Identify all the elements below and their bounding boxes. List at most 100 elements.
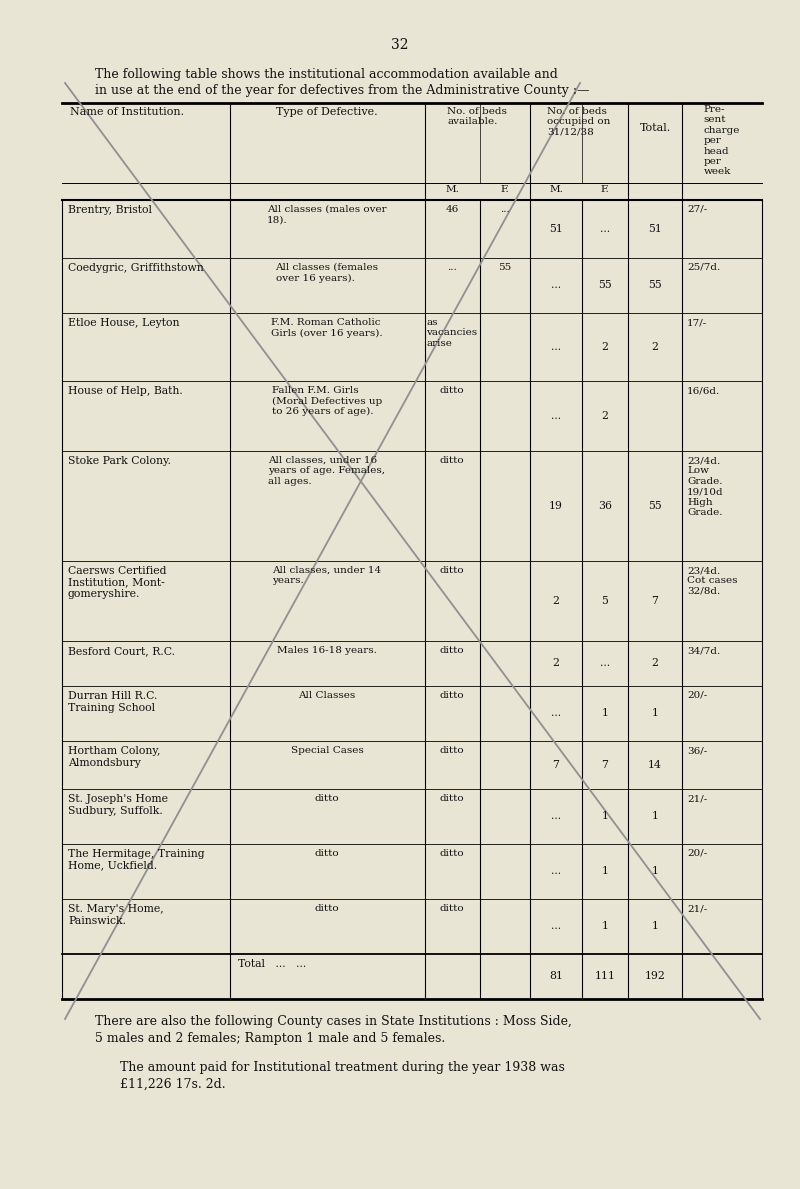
Text: £11,226 17s. 2d.: £11,226 17s. 2d. [120,1078,226,1092]
Text: ditto: ditto [314,904,339,913]
Text: Name of Institution.: Name of Institution. [70,107,184,117]
Text: 2: 2 [553,596,559,606]
Text: 7: 7 [602,760,609,770]
Text: 1: 1 [602,811,609,820]
Text: ...: ... [600,658,610,668]
Text: ...: ... [551,342,561,352]
Text: 51: 51 [648,224,662,234]
Text: Special Cases: Special Cases [290,746,363,755]
Text: 55: 55 [648,279,662,290]
Text: Hortham Colony,
Almondsbury: Hortham Colony, Almondsbury [68,746,161,768]
Text: Etloe House, Leyton: Etloe House, Leyton [68,317,179,328]
Text: ditto: ditto [440,904,464,913]
Text: ...: ... [551,279,561,290]
Text: All classes (females
over 16 years).: All classes (females over 16 years). [275,263,378,283]
Text: There are also the following County cases in State Institutions : Moss Side,: There are also the following County case… [95,1015,572,1028]
Text: 21/-: 21/- [687,794,707,803]
Text: Besford Court, R.C.: Besford Court, R.C. [68,646,175,656]
Text: 7: 7 [651,596,658,606]
Text: 55: 55 [598,279,612,290]
Text: 16/6d.: 16/6d. [687,386,720,395]
Text: ditto: ditto [440,386,464,395]
Text: All Classes: All Classes [298,691,356,700]
Text: 2: 2 [651,658,658,668]
Text: 5 males and 2 females; Rampton 1 male and 5 females.: 5 males and 2 females; Rampton 1 male an… [95,1032,446,1045]
Text: M.: M. [445,185,459,194]
Text: 46: 46 [446,205,458,214]
Text: F.: F. [601,185,610,194]
Text: 55: 55 [648,501,662,511]
Text: 17/-: 17/- [687,317,707,327]
Text: 1: 1 [651,811,658,820]
Text: ditto: ditto [440,849,464,858]
Text: Males 16-18 years.: Males 16-18 years. [277,646,377,655]
Text: ditto: ditto [440,794,464,803]
Text: Total.: Total. [639,122,670,133]
Text: 111: 111 [594,971,615,981]
Text: St. Mary's Home,
Painswick.: St. Mary's Home, Painswick. [68,904,164,925]
Text: ...: ... [551,921,561,931]
Text: The Hermitage, Training
Home, Uckfield.: The Hermitage, Training Home, Uckfield. [68,849,205,870]
Text: 2: 2 [553,658,559,668]
Text: 32: 32 [391,38,409,52]
Text: ditto: ditto [440,691,464,700]
Text: House of Help, Bath.: House of Help, Bath. [68,386,182,396]
Text: 20/-: 20/- [687,849,707,858]
Text: 27/-: 27/- [687,205,707,214]
Text: M.: M. [549,185,563,194]
Text: Brentry, Bristol: Brentry, Bristol [68,205,152,215]
Text: ditto: ditto [314,849,339,858]
Text: 21/-: 21/- [687,904,707,913]
Text: ...: ... [447,263,457,272]
Text: ditto: ditto [440,746,464,755]
Text: ...: ... [500,205,510,214]
Text: ditto: ditto [440,646,464,655]
Text: 7: 7 [553,760,559,770]
Text: Stoke Park Colony.: Stoke Park Colony. [68,457,171,466]
Text: 36/-: 36/- [687,746,707,755]
Text: 2: 2 [651,342,658,352]
Text: 1: 1 [651,921,658,931]
Text: 1: 1 [602,707,609,718]
Text: All classes, under 14
years.: All classes, under 14 years. [273,566,382,585]
Text: ...: ... [551,811,561,820]
Text: 2: 2 [602,411,609,421]
Text: F.M. Roman Catholic
Girls (over 16 years).: F.M. Roman Catholic Girls (over 16 years… [271,317,383,338]
Text: ditto: ditto [440,566,464,575]
Text: All classes (males over
18).: All classes (males over 18). [267,205,387,225]
Text: The following table shows the institutional accommodation available and: The following table shows the institutio… [95,68,558,81]
Text: ...: ... [551,411,561,421]
Text: Caersws Certified
Institution, Mont-
gomeryshire.: Caersws Certified Institution, Mont- gom… [68,566,166,599]
Text: 1: 1 [602,866,609,876]
Text: 192: 192 [645,971,666,981]
Text: Durran Hill R.C.
Training School: Durran Hill R.C. Training School [68,691,158,712]
Text: 1: 1 [602,921,609,931]
Text: 23/4d.
Low
Grade.
19/10d
High
Grade.: 23/4d. Low Grade. 19/10d High Grade. [687,457,724,517]
Text: 51: 51 [549,224,563,234]
Text: 34/7d.: 34/7d. [687,646,720,655]
Text: Total   ...   ...: Total ... ... [238,960,306,969]
Text: 36: 36 [598,501,612,511]
Text: 25/7d.: 25/7d. [687,263,720,272]
Text: 19: 19 [549,501,563,511]
Text: The amount paid for Institutional treatment during the year 1938 was: The amount paid for Institutional treatm… [120,1061,565,1074]
Text: Type of Defective.: Type of Defective. [276,107,378,117]
Text: ditto: ditto [314,794,339,803]
Text: 5: 5 [602,596,609,606]
Text: ...: ... [551,707,561,718]
Text: ...: ... [551,866,561,876]
Text: 55: 55 [498,263,512,272]
Text: 81: 81 [549,971,563,981]
Text: 1: 1 [651,707,658,718]
Text: Pre-
sent
charge
per
head
per
week: Pre- sent charge per head per week [704,105,740,176]
Text: All classes, under 16
years of age. Females,
all ages.: All classes, under 16 years of age. Fema… [269,457,386,486]
Text: F.: F. [501,185,510,194]
Text: ...: ... [600,224,610,234]
Text: ditto: ditto [440,457,464,465]
Text: 2: 2 [602,342,609,352]
Text: No. of beds
available.: No. of beds available. [447,107,507,126]
Text: as
vacancies
arise: as vacancies arise [426,317,478,348]
Text: in use at the end of the year for defectives from the Administrative County :—: in use at the end of the year for defect… [95,84,590,97]
Text: Coedygric, Griffithstown: Coedygric, Griffithstown [68,263,204,273]
Text: No. of beds
occupied on
31/12/38: No. of beds occupied on 31/12/38 [547,107,610,137]
